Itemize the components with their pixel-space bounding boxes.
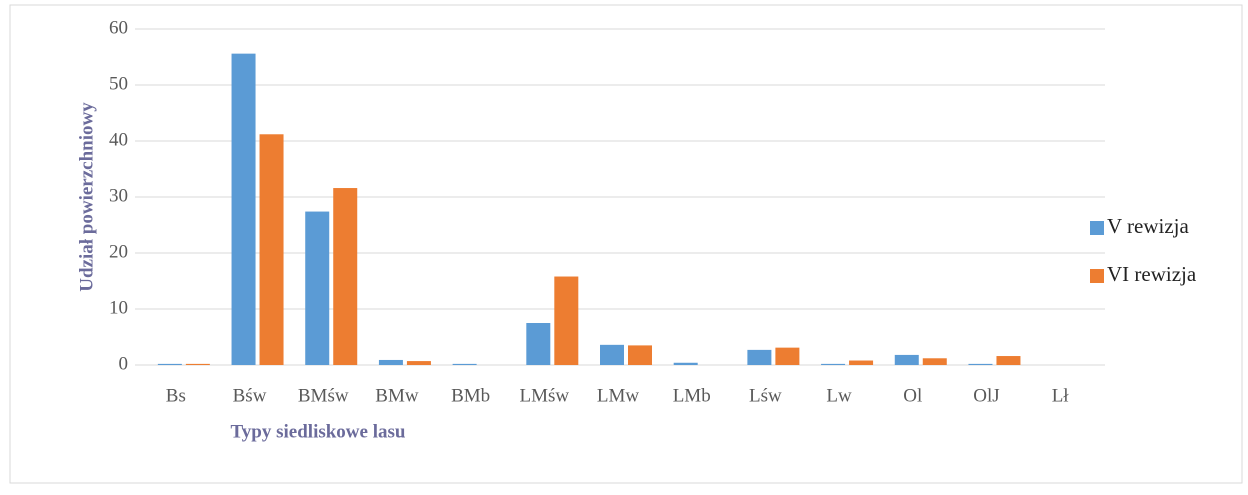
chart-border xyxy=(9,4,1243,484)
legend-label: V rewizja xyxy=(1107,214,1190,238)
y-tick-label: 40 xyxy=(109,129,128,150)
y-axis-label: Udział powierzchniowy xyxy=(76,102,97,292)
bar xyxy=(185,363,210,365)
bar xyxy=(378,359,403,365)
bar xyxy=(747,349,772,365)
bar xyxy=(157,363,182,365)
x-tick-label: Lśw xyxy=(749,385,782,406)
x-tick-label: Lw xyxy=(826,385,852,406)
bar xyxy=(849,360,874,365)
x-tick-label: BMb xyxy=(451,385,490,406)
bar xyxy=(775,347,800,365)
bar xyxy=(600,344,624,365)
y-tick-label: 10 xyxy=(109,297,128,318)
bar xyxy=(922,358,947,365)
x-tick-label: LMb xyxy=(673,385,711,406)
bar xyxy=(305,211,330,365)
bar xyxy=(628,345,652,365)
x-tick-label: Bs xyxy=(166,385,186,406)
y-tick-label: 60 xyxy=(109,17,128,38)
x-tick-label: BMśw xyxy=(298,385,349,406)
x-tick-label: LMw xyxy=(597,385,640,406)
legend-swatch xyxy=(1090,221,1104,235)
bar xyxy=(231,53,256,365)
bar xyxy=(526,323,551,365)
bar xyxy=(968,363,993,365)
bar xyxy=(554,276,579,365)
y-tick-label: 50 xyxy=(109,73,128,94)
x-tick-label: LMśw xyxy=(519,385,569,406)
bar xyxy=(894,354,919,365)
bar xyxy=(333,188,358,365)
x-tick-label: BMw xyxy=(375,385,419,406)
x-tick-label: Lł xyxy=(1052,385,1070,406)
bar xyxy=(673,362,698,365)
y-tick-label: 30 xyxy=(109,185,128,206)
bar xyxy=(452,363,477,365)
bar xyxy=(406,361,431,365)
bar xyxy=(259,134,284,365)
x-tick-label: Ol xyxy=(903,385,922,406)
y-tick-label: 0 xyxy=(119,353,129,374)
y-tick-label: 20 xyxy=(109,241,128,262)
bar xyxy=(821,363,846,365)
x-tick-label: Bśw xyxy=(233,385,267,406)
x-axis-label: Typy siedliskowe lasu xyxy=(231,421,406,442)
x-tick-label: OlJ xyxy=(973,385,999,406)
legend-swatch xyxy=(1090,269,1104,283)
bar xyxy=(996,356,1021,365)
legend-label: VI rewizja xyxy=(1107,262,1197,286)
